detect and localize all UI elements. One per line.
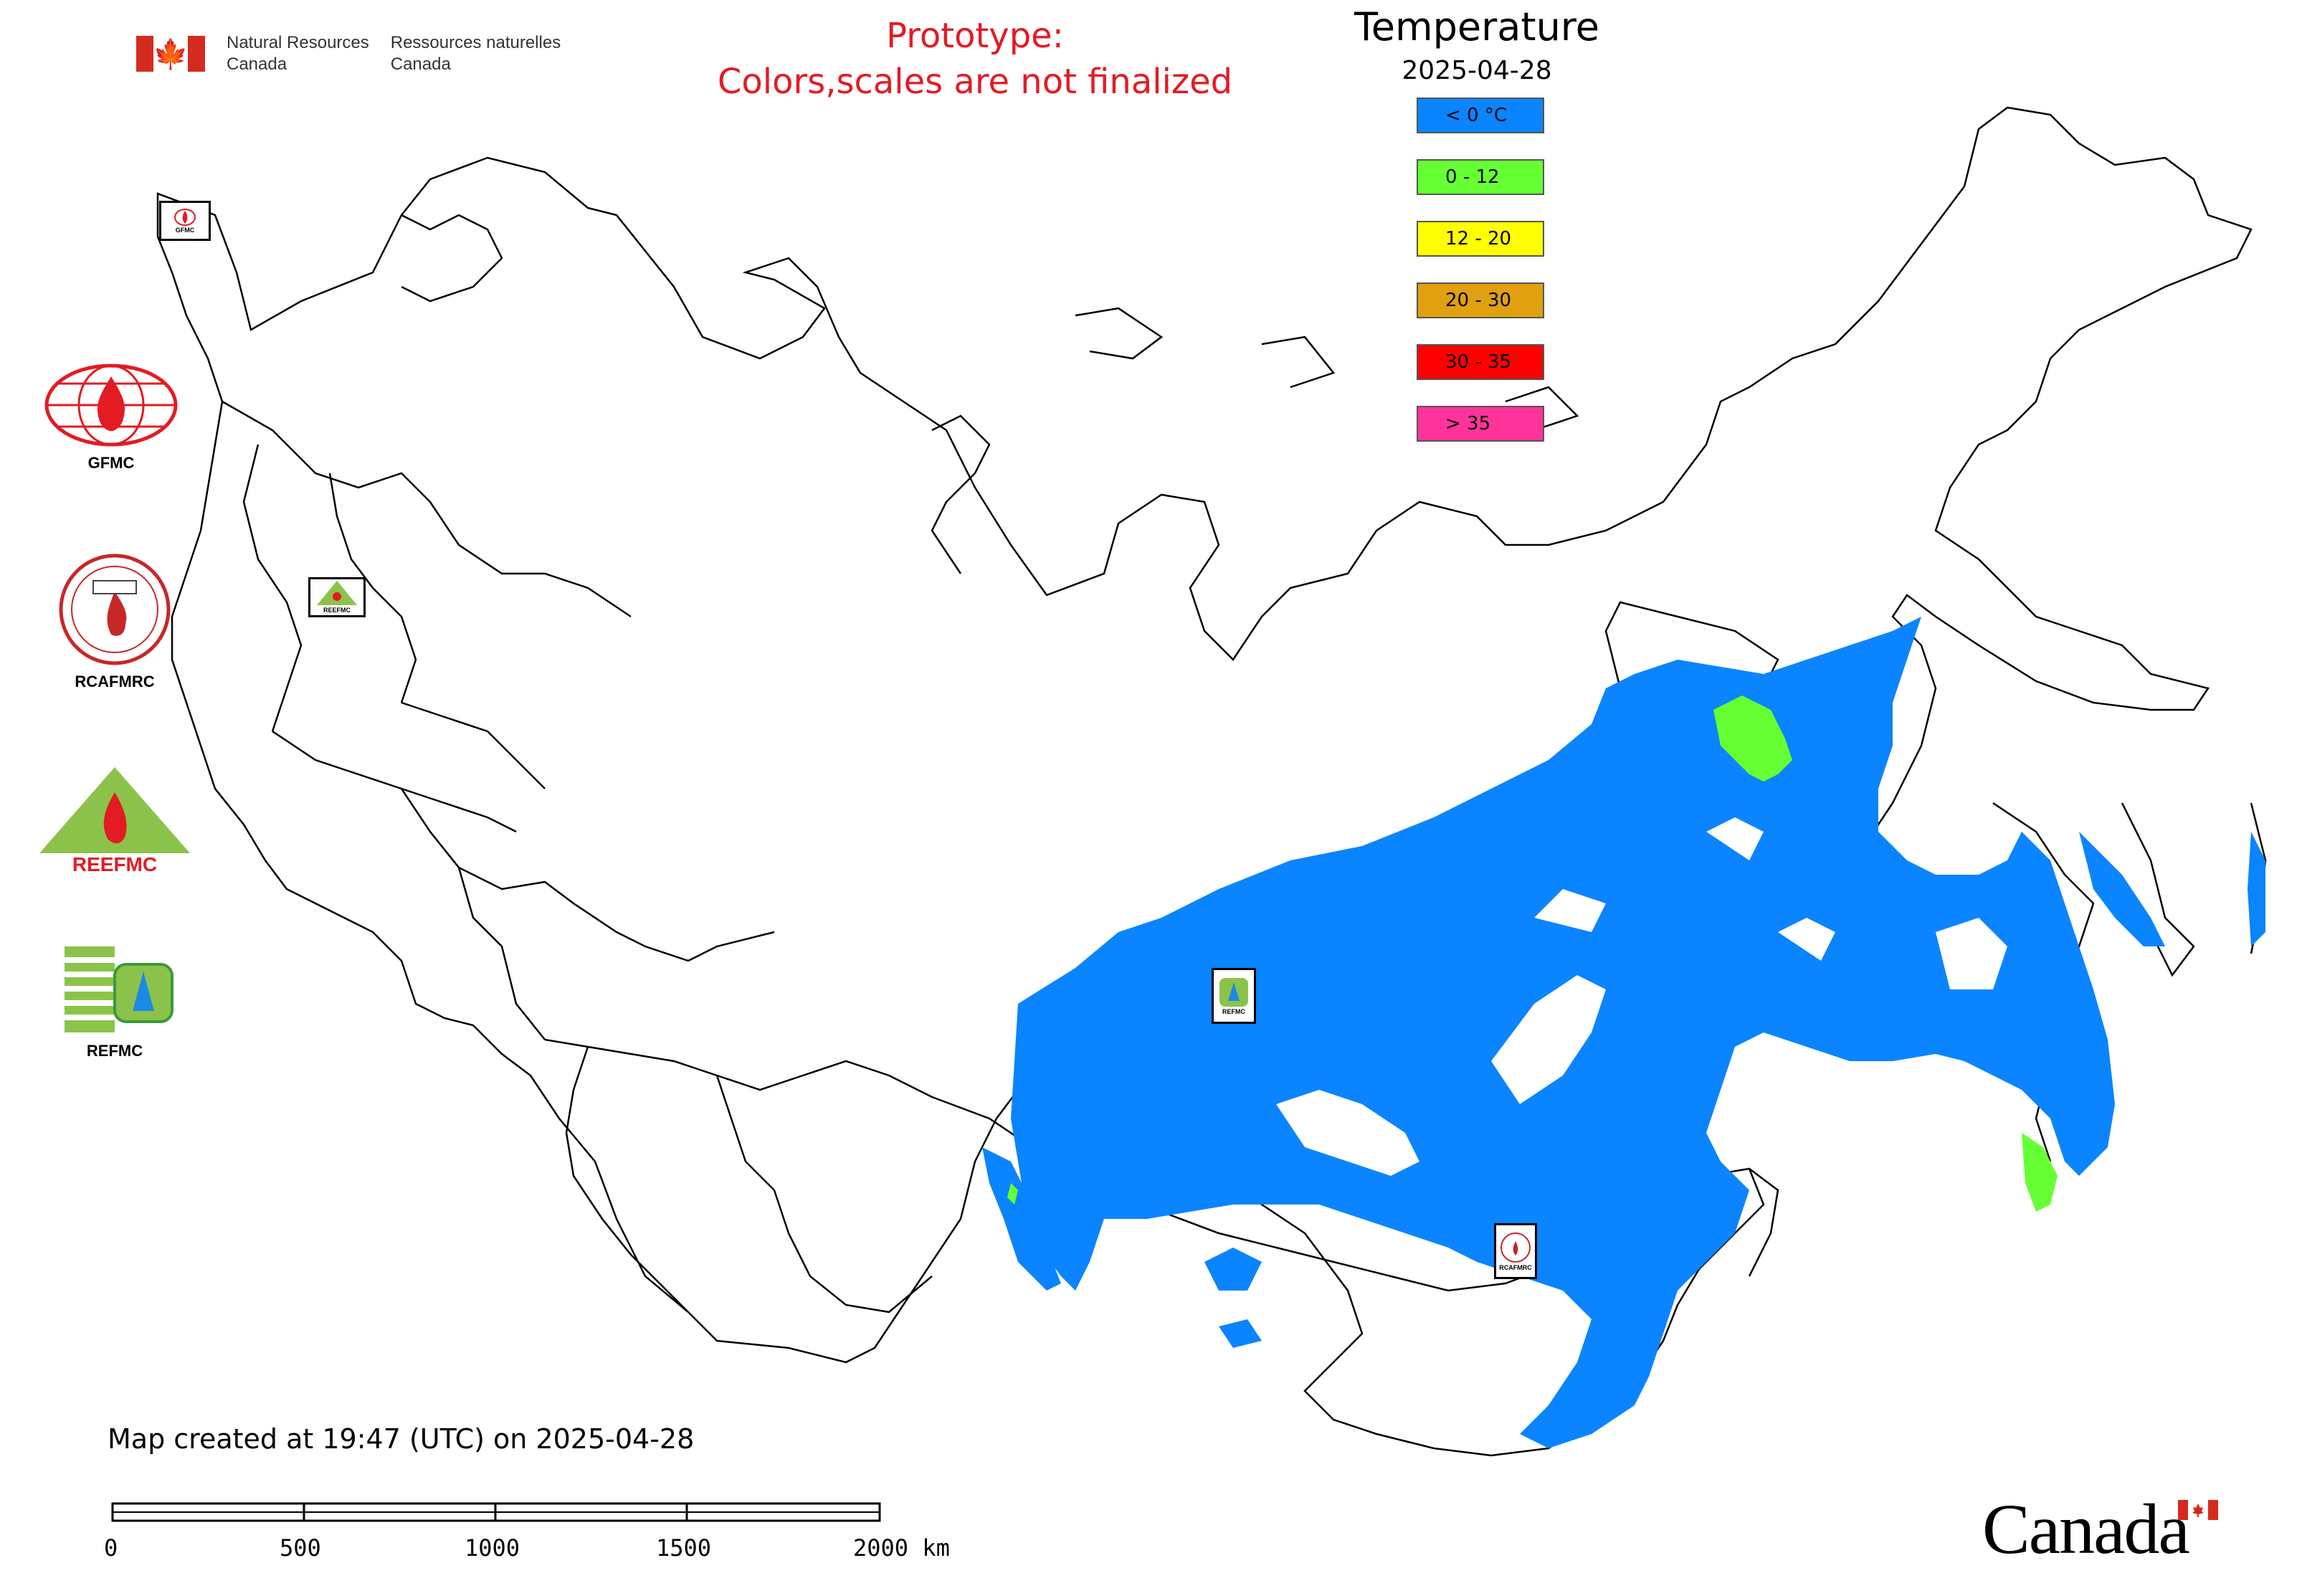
- refmc-sigma-icon: [65, 946, 173, 1032]
- legend-item: 30 - 35: [1417, 344, 1544, 380]
- marker-rcafmrc-icon: [1500, 1232, 1531, 1263]
- prototype-line1: Prototype:: [886, 16, 1064, 56]
- reefmc-logo: REEFMC: [36, 767, 194, 876]
- canada-wordmark: Canada: [1982, 1489, 2190, 1569]
- gfmc-globe-icon: [44, 364, 178, 447]
- dept-name-fr: Ressources naturelles Canada: [391, 32, 561, 75]
- refmc-logo: REFMC: [43, 943, 186, 1060]
- map-marker-refmc[interactable]: REFMC: [1212, 968, 1256, 1024]
- legend-item: 20 - 30: [1417, 282, 1544, 318]
- dept-en-line2: Canada: [227, 54, 287, 74]
- scale-bar: [111, 1502, 881, 1522]
- map-marker-reefmc[interactable]: REEFMC: [308, 577, 366, 617]
- marker-reefmc-label: REEFMC: [323, 607, 351, 614]
- map-marker-gfmc[interactable]: GFMC: [159, 201, 211, 241]
- legend-item: < 0 °C: [1417, 98, 1544, 133]
- scale-label-0: 0: [104, 1534, 118, 1562]
- prototype-line2: Colors,scales are not finalized: [717, 62, 1233, 102]
- canada-flag-icon: 🍁: [136, 36, 205, 72]
- scale-label-1000: 1000: [465, 1534, 520, 1562]
- temp-below-zero-area: [982, 617, 2265, 1448]
- legend-title: Temperature: [1354, 4, 1600, 49]
- scale-label-2000: 2000 km: [853, 1534, 950, 1562]
- map-created-text: Map created at 19:47 (UTC) on 2025-04-28: [108, 1423, 695, 1455]
- reefmc-label: REEFMC: [72, 853, 158, 875]
- legend-item: 0 - 12: [1417, 159, 1544, 195]
- gfmc-label: GFMC: [87, 454, 135, 472]
- marker-refmc-label: REFMC: [1222, 1008, 1245, 1015]
- dept-en-line1: Natural Resources: [227, 33, 369, 52]
- dept-name-en: Natural Resources Canada: [227, 32, 369, 75]
- legend-date: 2025-04-28: [1402, 56, 1552, 85]
- legend-item: > 35: [1417, 406, 1544, 442]
- rcafmrc-label: RCAFMRC: [75, 673, 155, 690]
- marker-rcafmrc-label: RCAFMRC: [1499, 1264, 1532, 1271]
- canada-wordmark-flag-icon: [2178, 1500, 2218, 1520]
- scale-label-500: 500: [280, 1534, 321, 1562]
- dept-fr-line1: Ressources naturelles: [390, 33, 561, 52]
- marker-refmc-icon: [1219, 978, 1248, 1007]
- reefmc-triangle-icon: [39, 767, 190, 853]
- temp-0-12-area: [1007, 695, 2058, 1212]
- country-borders: [156, 106, 2267, 1457]
- scale-label-1500: 1500: [656, 1534, 712, 1562]
- marker-gfmc-icon: [174, 209, 196, 226]
- map-marker-rcafmrc[interactable]: RCAFMRC: [1494, 1223, 1537, 1279]
- dept-fr-line2: Canada: [390, 54, 451, 74]
- legend-item: 12 - 20: [1417, 221, 1544, 257]
- temp-gap-areas: [1276, 817, 2007, 1176]
- prototype-notice: Prototype: Colors,scales are not finaliz…: [617, 13, 1333, 105]
- marker-gfmc-label: GFMC: [175, 227, 195, 234]
- marker-reefmc-icon: [317, 581, 357, 605]
- gfmc-logo: GFMC: [39, 362, 183, 472]
- rcafmrc-seal-icon: [59, 554, 171, 665]
- refmc-label: REFMC: [86, 1042, 143, 1060]
- gov-canada-logo: 🍁 Natural Resources Canada Ressources na…: [136, 29, 609, 79]
- rcafmrc-logo: RCAFMRC: [43, 552, 186, 691]
